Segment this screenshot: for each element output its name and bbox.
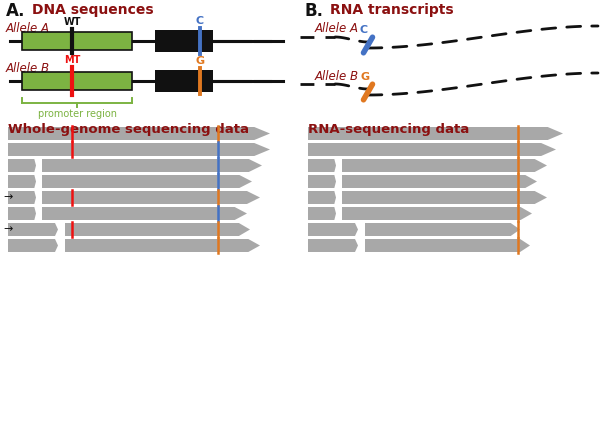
Text: Allele A: Allele A: [315, 22, 359, 35]
Polygon shape: [342, 159, 547, 172]
Text: Allele A: Allele A: [6, 22, 50, 35]
Polygon shape: [65, 223, 250, 236]
Polygon shape: [8, 175, 36, 188]
Polygon shape: [365, 223, 520, 236]
Polygon shape: [8, 223, 58, 236]
Polygon shape: [308, 239, 358, 252]
Polygon shape: [8, 239, 58, 252]
Polygon shape: [308, 143, 556, 156]
Bar: [22, 72, 132, 90]
Text: B.: B.: [305, 2, 324, 20]
Polygon shape: [342, 175, 537, 188]
Bar: [22, 32, 132, 50]
Polygon shape: [8, 159, 36, 172]
Text: Whole-genome sequencing data: Whole-genome sequencing data: [8, 123, 249, 136]
Polygon shape: [8, 207, 36, 220]
Polygon shape: [42, 191, 260, 204]
Text: A.: A.: [6, 2, 25, 20]
Polygon shape: [8, 127, 270, 140]
Polygon shape: [365, 239, 530, 252]
Polygon shape: [8, 143, 270, 156]
Text: C: C: [360, 25, 368, 35]
Text: →: →: [3, 193, 13, 203]
Text: G: G: [196, 56, 205, 66]
Text: RNA transcripts: RNA transcripts: [330, 3, 454, 17]
Text: DNA sequences: DNA sequences: [32, 3, 154, 17]
Polygon shape: [42, 175, 252, 188]
Text: RNA-sequencing data: RNA-sequencing data: [308, 123, 469, 136]
Polygon shape: [65, 239, 260, 252]
Bar: [155, 30, 213, 52]
Polygon shape: [342, 191, 547, 204]
Text: promoter region: promoter region: [37, 109, 116, 119]
Text: Allele B: Allele B: [315, 70, 359, 83]
Bar: [155, 70, 213, 92]
Text: →: →: [3, 224, 13, 234]
Text: WT: WT: [63, 17, 81, 27]
Polygon shape: [308, 127, 563, 140]
Polygon shape: [308, 191, 336, 204]
Polygon shape: [308, 223, 358, 236]
Polygon shape: [8, 191, 36, 204]
Polygon shape: [342, 207, 532, 220]
Polygon shape: [308, 207, 336, 220]
Polygon shape: [42, 159, 262, 172]
Text: G: G: [361, 72, 370, 82]
Polygon shape: [308, 175, 336, 188]
Text: C: C: [196, 16, 204, 26]
Polygon shape: [308, 159, 336, 172]
Text: Allele B: Allele B: [6, 62, 50, 75]
Text: MT: MT: [64, 55, 80, 65]
Polygon shape: [42, 207, 247, 220]
